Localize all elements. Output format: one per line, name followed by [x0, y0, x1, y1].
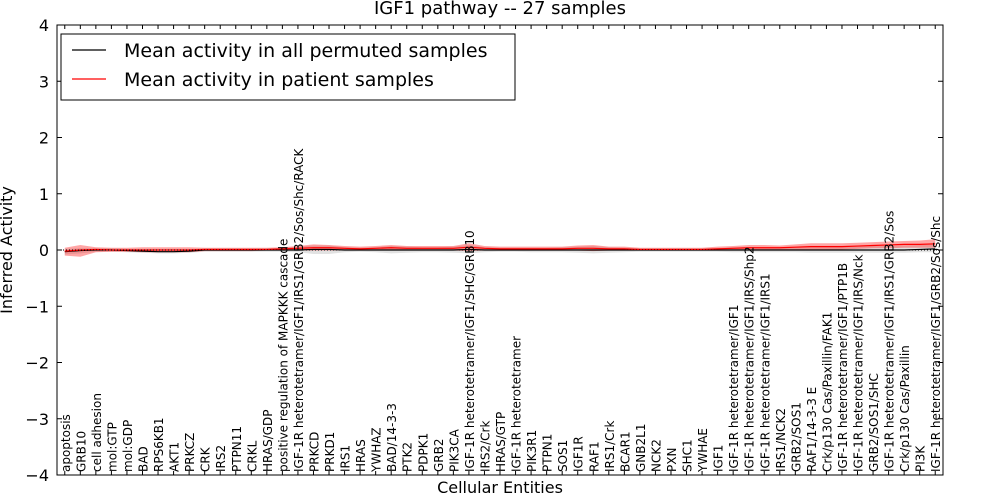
- x-tick-label: PIK3CA: [447, 428, 461, 472]
- x-tick-label: PRKCZ: [183, 433, 197, 472]
- x-ticks: [64, 25, 936, 475]
- x-tick-label: RAF1/14-3-3 E: [805, 387, 819, 472]
- x-tick-label: IRS2/Crk: [478, 421, 492, 472]
- y-axis-label: Inferred Activity: [0, 186, 16, 314]
- series-lines: [64, 243, 936, 253]
- x-tick-label: CRKL: [245, 440, 259, 472]
- x-tick-label: IGF-1R heterotetramer/IGF1/IRS1/GRB2/Sos…: [292, 147, 306, 472]
- x-tick-label: PI3K: [914, 445, 928, 472]
- band-series-1: [64, 239, 936, 257]
- x-tick-label: Crk/p130 Cas/Paxillin: [898, 345, 912, 472]
- x-tick-label: HRAS/GDP: [261, 409, 275, 472]
- error-bands: [64, 239, 936, 257]
- x-tick-label: CRK: [199, 446, 213, 472]
- x-tick-label: RPS6KB1: [152, 417, 166, 472]
- x-tick-label: PDPK1: [416, 433, 430, 472]
- x-tick-label: BAD: [136, 446, 150, 472]
- x-tick-label: IGF1R: [572, 436, 586, 472]
- x-tick-label: IGF-1R heterotetramer/IGF1/IRS1: [758, 273, 772, 472]
- x-tick-label: IRS1/NCK2: [774, 408, 788, 472]
- x-tick-label: PRKD1: [323, 432, 337, 472]
- x-tick-label: SOS1: [556, 440, 570, 472]
- y-tick-label: 1: [39, 185, 49, 204]
- x-tick-label: IGF-1R heterotetramer/IGF1/IRS/Nck: [852, 254, 866, 472]
- x-tick-label: IGF-1R heterotetramer/IGF1/GRB2/Sos/Shc: [929, 216, 943, 472]
- x-tick-label: IGF-1R heterotetramer/IGF1/PTP1B: [836, 263, 850, 472]
- x-tick-label: BCAR1: [618, 431, 632, 472]
- x-tick-label: positive regulation of MAPKKK cascade: [276, 239, 290, 472]
- x-tick-label: AKT1: [168, 442, 182, 472]
- x-axis-label: Cellular Entities: [437, 478, 563, 497]
- x-tick-label: IGF-1R heterotetramer/IGF1: [727, 305, 741, 472]
- x-tick-label: YWHAE: [696, 428, 710, 473]
- x-tick-label: IGF-1R heterotetramer/IGF1/IRS/Shp2: [743, 246, 757, 472]
- y-tick-label: 0: [39, 241, 49, 260]
- legend: Mean activity in all permuted samples Me…: [60, 33, 516, 101]
- x-tick-label: HRAS: [354, 439, 368, 472]
- x-tick-label: RAF1: [587, 441, 601, 472]
- x-tick-label: YWHAZ: [370, 427, 384, 473]
- x-tick-label: GRB2/SOS1/SHC: [867, 373, 881, 472]
- x-tick-label: IRS1/Crk: [603, 421, 617, 472]
- x-tick-label: mol:GTP: [105, 422, 119, 472]
- y-tick-label: −1: [25, 297, 49, 316]
- x-tick-label: PTPN11: [230, 426, 244, 472]
- x-tick-label: PTK2: [401, 442, 415, 472]
- x-tick-label: BAD/14-3-3: [385, 403, 399, 472]
- legend-label-patient: Mean activity in patient samples: [124, 69, 434, 91]
- plot-frame: [56, 24, 944, 476]
- x-tick-label: IRS2: [214, 445, 228, 472]
- x-tick-label: IGF-1R heterotetramer: [510, 336, 524, 472]
- y-tick-label: 4: [39, 16, 49, 35]
- x-tick-label: GRB10: [74, 431, 88, 472]
- x-tick-label: mol:GDP: [121, 420, 135, 472]
- y-ticks: −4 −3 −2 −1 0 1 2 3 4: [25, 16, 943, 485]
- y-tick-label: −2: [25, 354, 49, 373]
- x-tick-label: PRKCD: [307, 432, 321, 472]
- x-tick-label: GRB2/SOS1: [789, 402, 803, 472]
- x-tick-label: HRAS/GTP: [494, 412, 508, 472]
- legend-box: [60, 33, 516, 101]
- x-tick-label: PIK3R1: [525, 430, 539, 472]
- x-tick-label: GRB2: [432, 438, 446, 472]
- y-tick-label: −4: [25, 466, 49, 485]
- x-tick-labels: apoptosis GRB10 cell adhesion mol:GTP mol:GD…: [59, 147, 943, 473]
- x-tick-label: cell adhesion: [90, 393, 104, 472]
- x-tick-label: SHC1: [681, 439, 695, 472]
- x-tick-label: GNB2L1: [634, 424, 648, 472]
- legend-label-permuted: Mean activity in all permuted samples: [124, 40, 487, 62]
- x-tick-label: IGF1: [712, 445, 726, 472]
- x-tick-label: NCK2: [649, 439, 663, 472]
- x-tick-label: PTPN1: [541, 434, 555, 472]
- x-tick-label: Crk/p130 Cas/Paxillin/FAK1: [820, 312, 834, 472]
- y-tick-label: 3: [39, 72, 49, 91]
- chart-title: IGF1 pathway -- 27 samples: [374, 0, 626, 19]
- x-tick-label: apoptosis: [59, 414, 73, 472]
- y-tick-label: 2: [39, 129, 49, 148]
- x-tick-label: IGF-1R heterotetramer/IGF1/IRS1/GRB2/Sos: [883, 211, 897, 472]
- x-tick-label: IGF-1R heterotetramer/IGF1/SHC/GRB10: [463, 230, 477, 472]
- y-tick-label: −3: [25, 410, 49, 429]
- line-series-1: [64, 243, 936, 252]
- x-tick-label: PXN: [665, 448, 679, 472]
- x-tick-label: IRS1: [339, 445, 353, 472]
